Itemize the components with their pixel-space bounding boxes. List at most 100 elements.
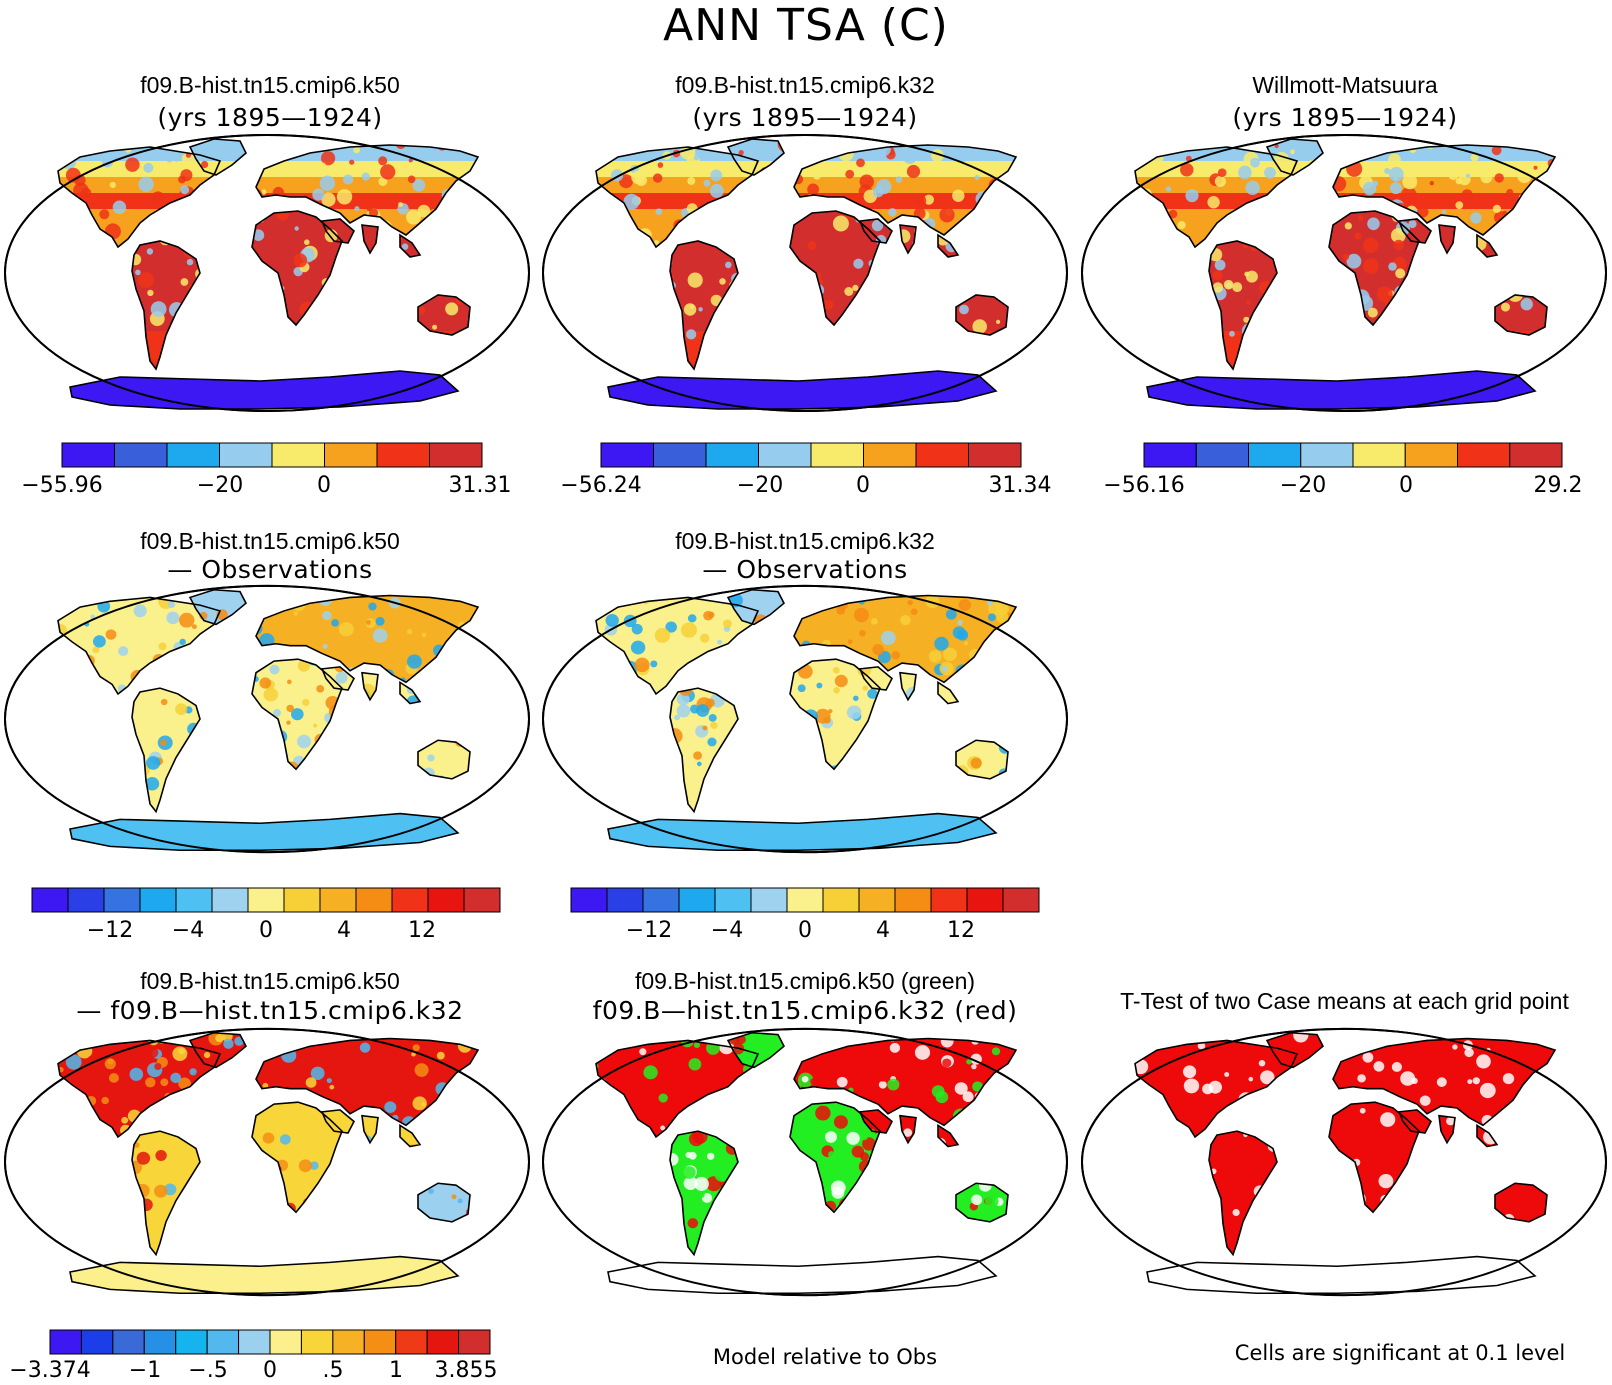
map-texture-cell <box>693 751 702 760</box>
map-texture-cell <box>398 1098 405 1105</box>
colorbar-swatch <box>103 887 141 913</box>
coastline-india <box>361 671 379 702</box>
latitude-band <box>58 177 478 193</box>
map-texture-cell <box>1357 1074 1366 1083</box>
latitude-band <box>58 161 478 177</box>
map-texture-cell <box>1185 189 1199 203</box>
model-relative-note: Model relative to Obs <box>712 1345 938 1369</box>
colorbar-swatch <box>600 442 654 468</box>
latitude-band <box>596 177 1016 193</box>
coastline-samerica <box>669 1130 739 1257</box>
map-texture-cell <box>687 272 703 288</box>
map-texture-cell <box>1223 279 1234 290</box>
map-texture-cell <box>428 1188 434 1195</box>
map-texture-cell <box>1367 307 1378 318</box>
map-texture-cell <box>483 1039 493 1049</box>
map-texture-cell <box>154 1063 162 1070</box>
map-texture-cell <box>80 187 92 199</box>
colorbar-k50-minus-obs <box>31 887 501 913</box>
map-texture-cell <box>945 1102 953 1110</box>
panel-model-k32-title: f09.B-hist.tn15.cmip6.k32 <box>675 72 935 98</box>
coastline-greenland <box>188 138 247 176</box>
map-texture-cell <box>259 677 272 689</box>
map-texture-cell <box>378 177 388 186</box>
colorbar-swatch <box>1300 442 1354 468</box>
map-texture-cell <box>605 613 619 627</box>
coastline-eurasia <box>1332 144 1557 236</box>
map-texture-cell <box>645 1081 659 1095</box>
map-texture-cell <box>856 158 865 168</box>
colorbar-label: 0 <box>1399 473 1413 498</box>
coastline-greenland <box>726 588 785 626</box>
map-texture-cell <box>486 595 494 603</box>
map-texture-cell <box>133 604 147 618</box>
map-texture-cell <box>1007 590 1014 597</box>
map-texture-cell <box>155 1149 167 1161</box>
coastline-india <box>361 1114 379 1145</box>
map-texture-cell <box>92 646 100 654</box>
colorbar-label: 4 <box>337 918 351 943</box>
colorbar-swatch <box>1143 442 1197 468</box>
colorbar-swatch <box>300 1329 334 1355</box>
map-texture-cell <box>1492 204 1501 213</box>
map-texture-cell <box>596 589 607 599</box>
map-texture-cell <box>1506 139 1515 146</box>
map-texture-cell <box>186 258 194 266</box>
panel-model-k50-title: f09.B-hist.tn15.cmip6.k50 <box>140 72 400 98</box>
map-texture-cell <box>1135 159 1140 170</box>
colorbar-label: .5 <box>322 1358 344 1383</box>
map-texture-cell <box>935 1091 949 1104</box>
map-texture-cell <box>852 284 859 291</box>
region-antarctica <box>1147 371 1535 409</box>
colorbar-swatch <box>283 887 321 913</box>
map-texture-cell <box>1238 165 1252 180</box>
map-texture-cell <box>195 149 205 159</box>
coastline-samerica <box>131 687 201 814</box>
colorbar-model-k50 <box>61 442 483 468</box>
map-texture-cell <box>939 207 955 223</box>
map-texture-cell <box>1388 262 1397 271</box>
map-texture-cell <box>121 1116 129 1124</box>
map-texture-cell <box>99 209 110 220</box>
map-texture-cell <box>309 1161 319 1170</box>
colorbar-swatch <box>930 887 968 913</box>
coastline-samerica <box>131 1130 201 1257</box>
coastline-arabia <box>320 1109 355 1134</box>
region-antarctica <box>70 1256 458 1294</box>
map-texture-cell <box>832 667 840 674</box>
colorbar-swatch <box>143 1329 177 1355</box>
map-texture-cell <box>291 708 304 721</box>
coastline-arabia <box>320 666 355 691</box>
coastline-eurasia <box>255 144 480 236</box>
map-texture-cell <box>1373 1061 1385 1072</box>
panel-k50-minus-k32-title: f09.B-hist.tn15.cmip6.k50 <box>140 968 400 994</box>
map-texture-cell <box>1284 140 1293 150</box>
colorbar-swatch <box>219 442 273 468</box>
map-texture-cell <box>326 1078 332 1084</box>
coastline-africa <box>251 1101 343 1214</box>
map-texture-cell <box>674 714 680 721</box>
colorbar-swatch <box>319 887 357 913</box>
colorbar-label: −3.374 <box>9 1358 91 1383</box>
map-texture-cell <box>880 630 896 646</box>
map-texture-cell <box>1212 270 1223 281</box>
coastline-seasia <box>937 680 960 705</box>
colorbar-swatch <box>1195 442 1249 468</box>
map-texture-cell <box>380 164 396 180</box>
colorbar-swatch <box>858 887 896 913</box>
map-texture-cell <box>943 647 957 662</box>
map-texture-cell <box>179 638 186 645</box>
map-texture-cell <box>398 202 403 207</box>
map-texture-cell <box>954 1082 968 1095</box>
map-texture-cell <box>634 657 650 673</box>
colorbar-model-k32 <box>600 442 1022 468</box>
colorbar-swatch <box>139 887 177 913</box>
map-texture-cell <box>710 721 718 729</box>
region-antarctica <box>70 813 458 851</box>
map-texture-cell <box>298 1159 312 1173</box>
colorbar-swatch <box>61 442 115 468</box>
map-texture-cell <box>717 639 723 645</box>
map-texture-cell <box>408 158 413 163</box>
coastline-australia <box>1494 1182 1548 1223</box>
map-texture-cell <box>1344 222 1352 230</box>
